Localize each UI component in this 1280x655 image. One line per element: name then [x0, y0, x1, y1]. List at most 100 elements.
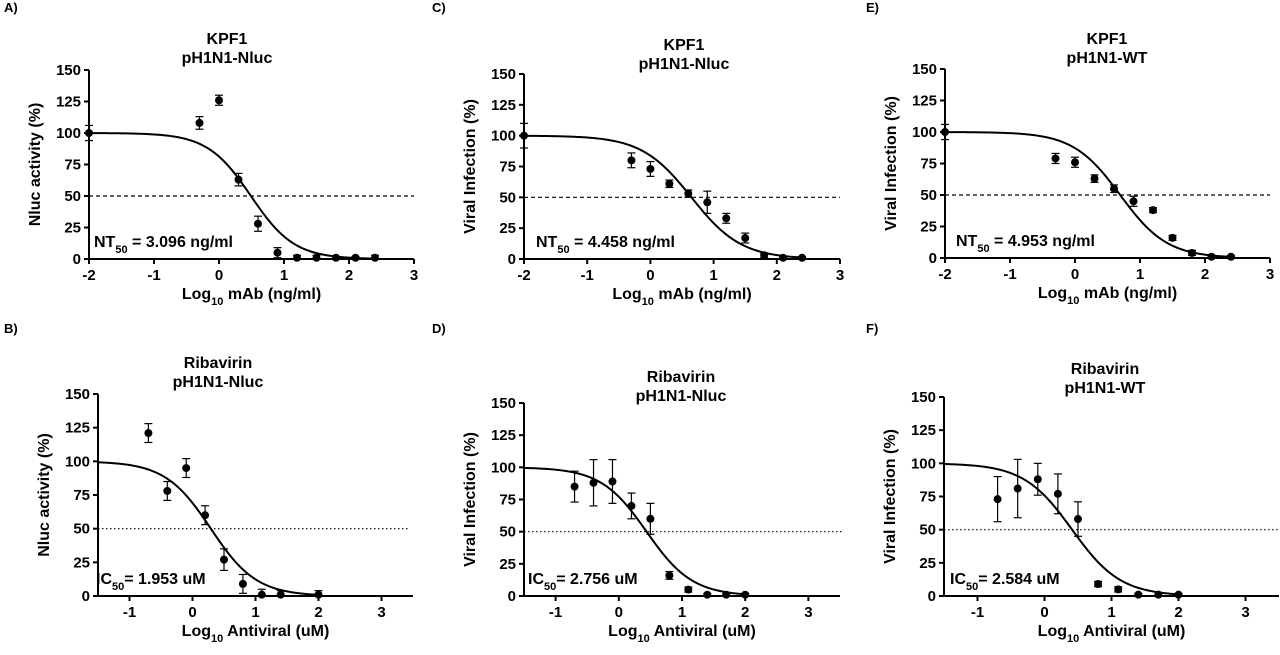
x-tick-label: -1	[581, 267, 594, 284]
data-point	[1074, 515, 1082, 524]
data-point	[273, 248, 282, 257]
data-point	[941, 128, 949, 136]
x-axis-title: Log10 Antiviral (uM)	[1038, 623, 1186, 645]
chart-panel: F) Ribavirin pH1N1-WT 0 25 50 75 100 125 150 -1 0 1 2…	[866, 321, 1279, 645]
x-tick-label: 0	[215, 267, 223, 284]
x-tick-label: 2	[741, 604, 749, 621]
data-point	[627, 156, 636, 165]
panel-label: A)	[4, 0, 18, 15]
chart-panel: C) KPF1 pH1N1-Nluc 0 25 50 75 100 125 150 -2 -1 0 1 2 3…	[432, 0, 844, 308]
y-tick-label: 125	[65, 420, 90, 437]
y-tick-label: 150	[491, 66, 516, 83]
chart-panel: A) KPF1 pH1N1-Nluc 0 25 50 75 100 125 150 -2 -1 0 1 2 3…	[4, 0, 418, 308]
y-tick-label: 100	[65, 453, 90, 470]
chart-panel: E) KPF1 pH1N1-WT 0 25 50 75 100 125 150 -2 -1 0 1 2 3 Lo…	[866, 0, 1274, 307]
chart-title: Ribavirin	[184, 355, 252, 372]
data-point	[1114, 585, 1123, 594]
y-tick-label: 100	[491, 459, 516, 476]
x-tick-label: 3	[410, 267, 418, 284]
x-axis-title: Log10 Antiviral (uM)	[608, 623, 756, 645]
panel-label: F)	[866, 321, 878, 336]
panel-label: D)	[432, 321, 446, 336]
y-tick-label: 75	[920, 156, 937, 173]
x-tick-label: -2	[82, 267, 95, 284]
chart-panel: D) Ribavirin pH1N1-Nluc 0 25 50 75 100 125 150 -1 0…	[432, 321, 842, 645]
y-tick-label: 100	[491, 128, 516, 145]
potency-annotation: NT50 = 4.953 ng/ml	[956, 233, 1095, 255]
data-point	[760, 251, 769, 260]
data-point	[254, 219, 262, 228]
data-point	[1174, 590, 1183, 599]
data-point	[234, 175, 243, 184]
y-tick-label: 50	[499, 189, 516, 206]
x-axis-title: Log10 mAb (ng/ml)	[1038, 285, 1177, 307]
y-tick-label: 75	[499, 492, 516, 509]
chart-panel: B) Ribavirin pH1N1-Nluc 0 25 50 75 100 125 150 -1 0…	[4, 321, 413, 645]
x-tick-label: 0	[1071, 266, 1079, 283]
panel-label: C)	[432, 0, 446, 15]
y-tick-label: 0	[82, 588, 90, 605]
data-point	[570, 482, 579, 491]
data-point	[1013, 484, 1022, 493]
data-point	[1110, 184, 1118, 193]
data-point	[1090, 174, 1099, 183]
chart-title: Ribavirin	[647, 369, 715, 386]
data-point	[1094, 580, 1103, 589]
potency-annotation: NT50 = 4.458 ng/ml	[536, 234, 675, 256]
data-point	[351, 253, 360, 262]
x-tick-label: 0	[646, 267, 654, 284]
potency-annotation: IC50= 1.953 uM	[96, 571, 206, 593]
data-point	[627, 501, 636, 510]
y-tick-label: 150	[491, 395, 516, 412]
x-tick-label: -2	[938, 266, 951, 283]
data-point	[684, 189, 693, 198]
chart-title: Ribavirin	[1071, 361, 1139, 378]
x-tick-label: -1	[1003, 266, 1016, 283]
data-point	[722, 590, 731, 599]
data-point	[779, 253, 788, 262]
y-tick-label: 50	[73, 521, 90, 538]
data-point	[144, 429, 153, 438]
y-tick-label: 25	[499, 220, 516, 237]
y-tick-label: 150	[911, 389, 936, 406]
data-point	[1134, 590, 1143, 599]
y-tick-label: 50	[920, 187, 937, 204]
data-point	[684, 585, 693, 594]
potency-annotation: NT50 = 3.096 ng/ml	[94, 234, 233, 256]
data-point	[220, 555, 228, 564]
y-axis-title: Viral Infection (%)	[882, 429, 899, 564]
data-point	[215, 96, 223, 105]
y-tick-label: 100	[912, 124, 937, 141]
data-point	[312, 253, 321, 262]
data-point	[665, 571, 674, 580]
y-tick-label: 125	[911, 422, 936, 439]
x-tick-label: -1	[147, 267, 160, 284]
potency-annotation: IC50= 2.756 uM	[528, 571, 638, 593]
data-point	[293, 253, 301, 262]
data-point	[1188, 248, 1196, 257]
data-point	[195, 118, 204, 127]
x-axis-title: Log10 mAb (ng/ml)	[182, 286, 321, 308]
y-tick-label: 25	[919, 555, 936, 572]
y-tick-label: 25	[920, 219, 937, 236]
y-tick-label: 150	[56, 62, 81, 79]
y-tick-label: 25	[73, 554, 90, 571]
x-tick-label: 1	[280, 267, 288, 284]
y-tick-label: 125	[912, 93, 937, 110]
data-point	[589, 478, 598, 487]
data-point	[276, 590, 285, 599]
y-tick-label: 125	[491, 427, 516, 444]
data-point	[201, 511, 210, 520]
x-tick-label: -1	[123, 604, 136, 621]
data-point	[371, 253, 379, 262]
data-point	[332, 253, 340, 262]
y-tick-label: 125	[491, 97, 516, 114]
data-point	[741, 234, 750, 243]
y-tick-label: 0	[508, 588, 516, 605]
y-tick-label: 0	[929, 250, 937, 267]
data-point	[703, 590, 712, 599]
potency-annotation: IC50= 2.584 uM	[950, 571, 1060, 593]
y-tick-label: 75	[73, 487, 90, 504]
x-tick-label: -2	[517, 267, 530, 284]
